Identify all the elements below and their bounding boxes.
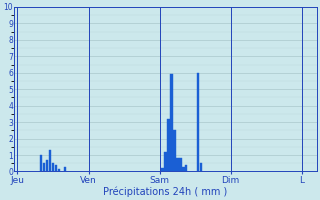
Bar (197, 73, 199, 171)
Bar (179, 158, 181, 171)
Bar (170, 74, 173, 171)
Bar (167, 119, 170, 171)
Bar (49, 150, 51, 171)
Bar (64, 167, 66, 171)
Bar (46, 160, 48, 171)
Bar (43, 163, 45, 171)
Bar (58, 169, 60, 171)
Bar (52, 163, 54, 171)
Bar (173, 130, 176, 171)
Bar (182, 167, 185, 171)
Bar (40, 155, 42, 171)
Bar (200, 163, 202, 171)
Bar (176, 158, 179, 171)
Bar (185, 165, 188, 171)
Bar (164, 152, 167, 171)
Bar (55, 165, 57, 171)
X-axis label: Précipitations 24h ( mm ): Précipitations 24h ( mm ) (103, 186, 228, 197)
Bar (161, 168, 164, 171)
